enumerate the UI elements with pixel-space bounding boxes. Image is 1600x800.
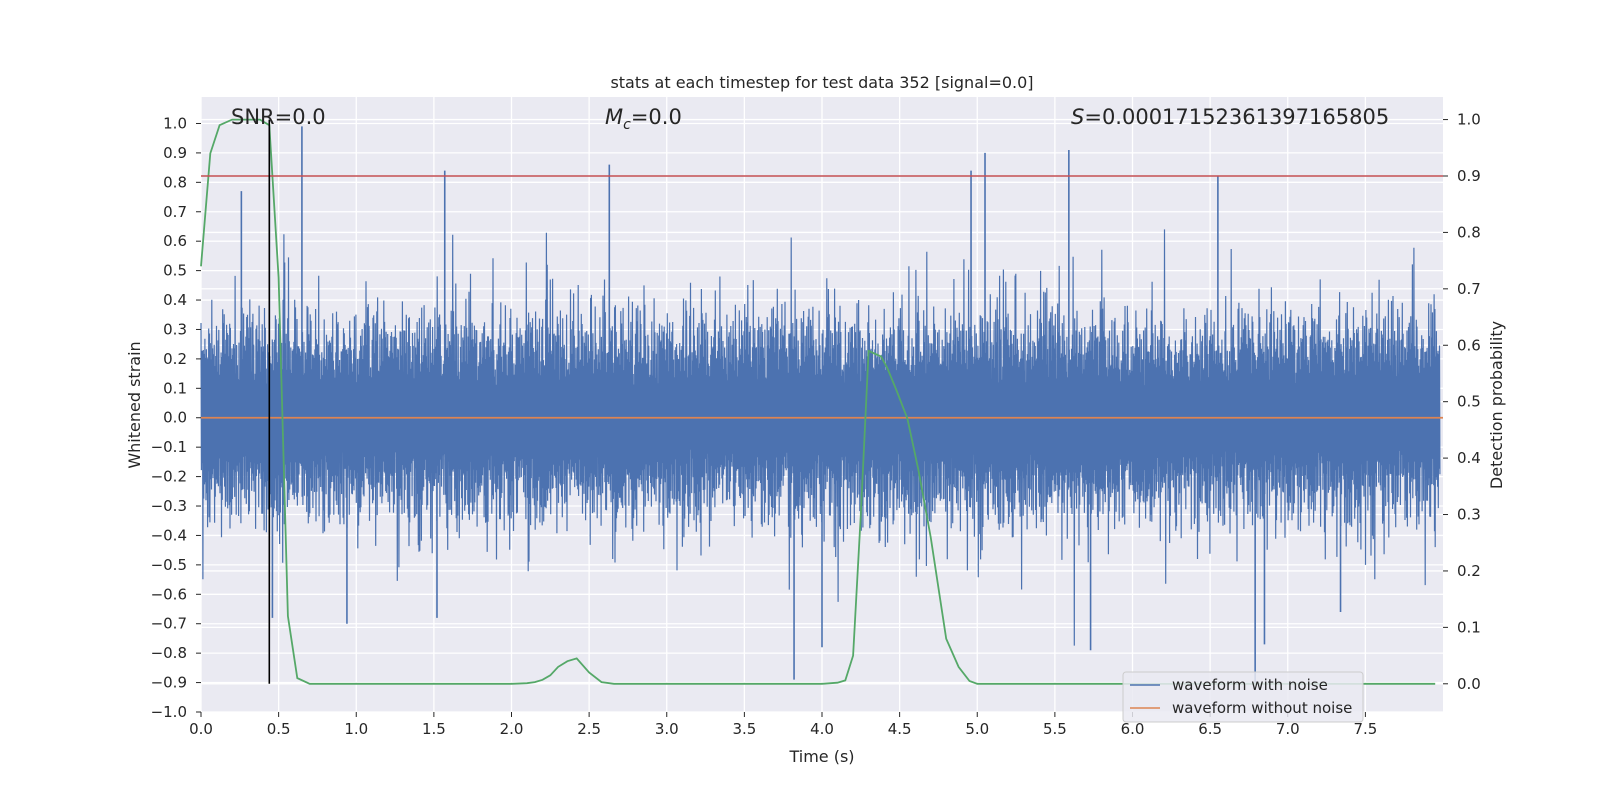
mc-symbol: M	[605, 105, 623, 129]
y-left-tick-label: −0.5	[151, 556, 187, 574]
y-left-tick-label: 0.2	[163, 350, 187, 368]
x-tick-label: 3.5	[732, 720, 756, 738]
y-right-tick-label: 0.6	[1457, 336, 1481, 354]
axes: 0.0 0.5 1.0 1.5 2.0 2.5 3.0 3.5 4.0 4.5 5.0 5.5 6.0 6…	[151, 111, 1481, 738]
y-left-tick-label: 0.4	[163, 291, 187, 309]
x-tick-label: 0.0	[189, 720, 213, 738]
overlays	[201, 119, 1443, 684]
mc-value: =0.0	[631, 105, 682, 129]
s-annotation: S=0.00017152361397165805	[1071, 105, 1389, 129]
legend-label-clean: waveform without noise	[1172, 699, 1352, 717]
mc-subscript: c	[623, 117, 631, 133]
x-tick-label: 6.5	[1198, 720, 1222, 738]
y-left-tick-label: 0.9	[163, 144, 187, 162]
y-right-tick-label: 0.0	[1457, 675, 1481, 693]
y-left-tick-label: 0.1	[163, 379, 187, 397]
x-tick-label: 5.5	[1043, 720, 1067, 738]
y-axis-label-right: Detection probability	[1487, 321, 1506, 489]
x-tick-label: 4.0	[810, 720, 834, 738]
y-left-tick-label: −0.3	[151, 497, 187, 515]
y-right-tick-label: 0.2	[1457, 562, 1481, 580]
x-tick-label: 5.0	[965, 720, 989, 738]
legend-label-noise: waveform with noise	[1172, 676, 1328, 694]
x-axis-label: Time (s)	[788, 747, 854, 766]
y-axis-label-left: Whitened strain	[125, 341, 144, 468]
x-tick-label: 7.0	[1276, 720, 1300, 738]
y-left-tick-label: 0.5	[163, 262, 187, 280]
s-symbol: S	[1071, 105, 1084, 129]
x-tick-label: 4.5	[888, 720, 912, 738]
x-tick-label: 1.5	[422, 720, 446, 738]
y-left-tick-label: −0.8	[151, 644, 187, 662]
x-tick-label: 6.0	[1121, 720, 1145, 738]
x-tick-label: 2.0	[500, 720, 524, 738]
mc-annotation: Mc=0.0	[605, 105, 682, 133]
x-tick-label: 2.5	[577, 720, 601, 738]
chart-title: stats at each timestep for test data 352…	[610, 73, 1033, 92]
y-left-tick-label: −0.1	[151, 438, 187, 456]
y-right-tick-label: 1.0	[1457, 111, 1481, 129]
y-left-tick-label: 0.6	[163, 232, 187, 250]
x-tick-label: 3.0	[655, 720, 679, 738]
x-tick-label: 1.0	[344, 720, 368, 738]
legend-box	[1122, 671, 1364, 723]
x-tick-label: 0.5	[267, 720, 291, 738]
y-right-tick-label: 0.5	[1457, 393, 1481, 411]
y-right-tick-label: 0.4	[1457, 449, 1481, 467]
y-left-tick-label: 0.8	[163, 173, 187, 191]
noise-line	[200, 229, 1441, 646]
y-left-tick-label: −0.7	[151, 615, 187, 633]
y-right-tick-label: 0.1	[1457, 618, 1481, 636]
y-left-tick-label: 1.0	[163, 114, 187, 132]
y-right-tick-label: 0.8	[1457, 223, 1481, 241]
y-right-tick-label: 0.3	[1457, 506, 1481, 524]
s-value: =0.00017152361397165805	[1084, 105, 1389, 129]
y-right-tick-label: 0.7	[1457, 280, 1481, 298]
y-left-tick-label: −1.0	[151, 703, 187, 721]
y-left-tick-label: 0.0	[163, 409, 187, 427]
series-detection-probability	[200, 118, 1436, 685]
y-left-tick-label: −0.9	[151, 674, 187, 692]
series-waveform-with-noise	[200, 126, 1441, 683]
probability-line	[200, 118, 1436, 685]
y-right-tick-label: 0.9	[1457, 167, 1481, 185]
y-left-tick-label: −0.4	[151, 526, 187, 544]
snr-annotation: SNR=0.0	[231, 105, 326, 129]
y-left-tick-label: 0.3	[163, 320, 187, 338]
y-left-tick-label: 0.7	[163, 203, 187, 221]
legend: waveform with noise waveform without noi…	[1122, 671, 1364, 723]
x-tick-label: 7.5	[1353, 720, 1377, 738]
y-left-tick-label: −0.6	[151, 585, 187, 603]
y-left-tick-label: −0.2	[151, 468, 187, 486]
